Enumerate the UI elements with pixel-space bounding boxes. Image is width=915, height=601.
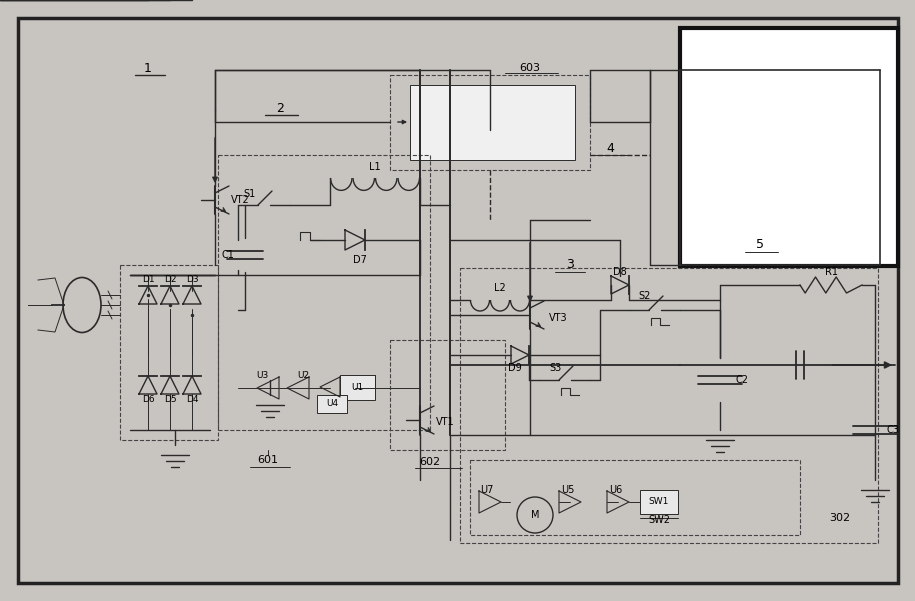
Text: SW1: SW1 [649, 498, 669, 507]
Text: S1: S1 [244, 189, 256, 199]
Text: 302: 302 [829, 513, 851, 523]
Text: D3: D3 [186, 275, 199, 284]
Bar [390, 340, 505, 450]
Bar [120, 265, 218, 440]
Text: D5: D5 [164, 395, 177, 404]
Text: L2: L2 [494, 283, 506, 293]
Bar [218, 155, 430, 430]
Bar [390, 75, 590, 170]
Bar [410, 85, 575, 160]
Text: L1: L1 [369, 162, 381, 172]
Text: U3: U3 [256, 370, 268, 379]
Bar [460, 268, 878, 543]
Text: D2: D2 [164, 275, 177, 284]
Text: U4: U4 [326, 400, 338, 409]
Text: VT3: VT3 [549, 313, 567, 323]
Text: 3: 3 [566, 258, 574, 272]
Text: D7: D7 [353, 255, 367, 265]
Bar [317, 395, 347, 413]
Text: C1: C1 [221, 250, 234, 260]
Text: U2: U2 [297, 370, 309, 379]
Text: U5: U5 [561, 485, 575, 495]
Text: D1: D1 [142, 275, 155, 284]
Text: M: M [531, 510, 539, 520]
Bar [340, 375, 375, 400]
Text: 1: 1 [144, 61, 152, 75]
Text: D9: D9 [508, 363, 522, 373]
Text: 4: 4 [606, 141, 614, 154]
Text: VT1: VT1 [436, 417, 455, 427]
Text: C2: C2 [736, 375, 748, 385]
Text: D8: D8 [613, 267, 627, 277]
Text: U6: U6 [609, 485, 622, 495]
Text: 2: 2 [276, 102, 284, 115]
Text: VT2: VT2 [231, 195, 250, 205]
Text: U1: U1 [350, 382, 363, 391]
Text: 602: 602 [419, 457, 440, 467]
Text: 601: 601 [257, 455, 278, 465]
Text: 603: 603 [520, 63, 541, 73]
Text: U7: U7 [480, 485, 494, 495]
Text: SW2: SW2 [648, 515, 670, 525]
Bar [470, 460, 800, 535]
Text: S2: S2 [639, 291, 651, 301]
Text: S3: S3 [549, 363, 561, 373]
Text: D6: D6 [142, 395, 155, 404]
Bar [640, 490, 678, 514]
Text: C3: C3 [887, 425, 899, 435]
Text: R1: R1 [824, 267, 837, 277]
Text: 5: 5 [756, 239, 764, 251]
Bar [680, 28, 898, 266]
Text: D4: D4 [186, 395, 199, 404]
